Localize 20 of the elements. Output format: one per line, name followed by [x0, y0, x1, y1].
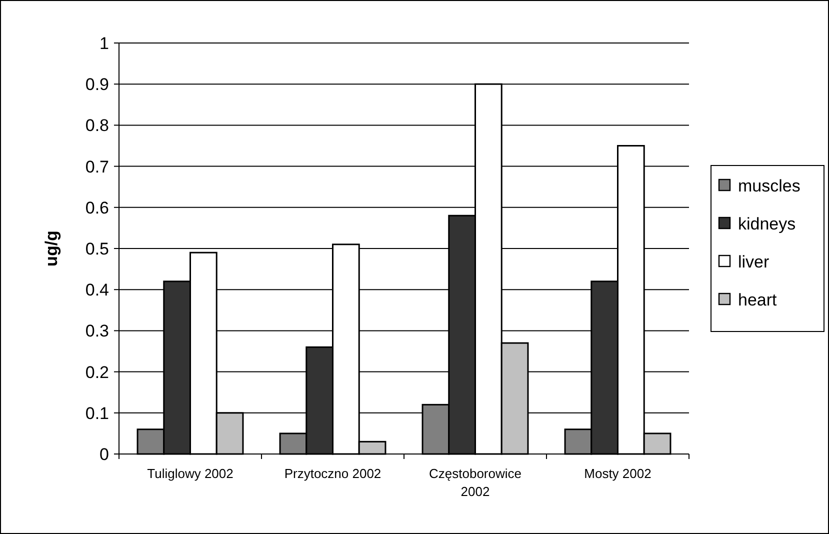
legend-label: liver: [738, 252, 770, 272]
y-tick-label: 0.7: [85, 157, 109, 176]
legend-label: muscles: [738, 176, 800, 196]
x-tick-label: Częstoborowice 2002: [429, 466, 522, 499]
y-tick-label: 0.1: [85, 404, 109, 423]
y-tick-label: 0.3: [85, 322, 109, 341]
x-tick-label: Mosty 2002: [584, 466, 652, 481]
legend-label: heart: [738, 290, 778, 310]
y-tick-label: 0.5: [85, 239, 109, 258]
y-tick-label: 0: [100, 444, 109, 464]
y-tick-label: 0.8: [85, 116, 109, 136]
y-tick-label: 0.6: [85, 198, 109, 218]
x-tick-label: Przytoczno 2002: [284, 466, 382, 481]
y-tick-label: 0.2: [85, 362, 109, 382]
y-tick-label: 0.4: [85, 280, 109, 300]
y-tick-label: 0.9: [85, 75, 109, 94]
legend-label: kidneys: [738, 214, 796, 234]
x-tick-label: Tuliglowy 2002: [147, 466, 234, 481]
y-tick-label: 1: [100, 34, 109, 53]
y-axis-title: ug/g: [42, 230, 61, 266]
